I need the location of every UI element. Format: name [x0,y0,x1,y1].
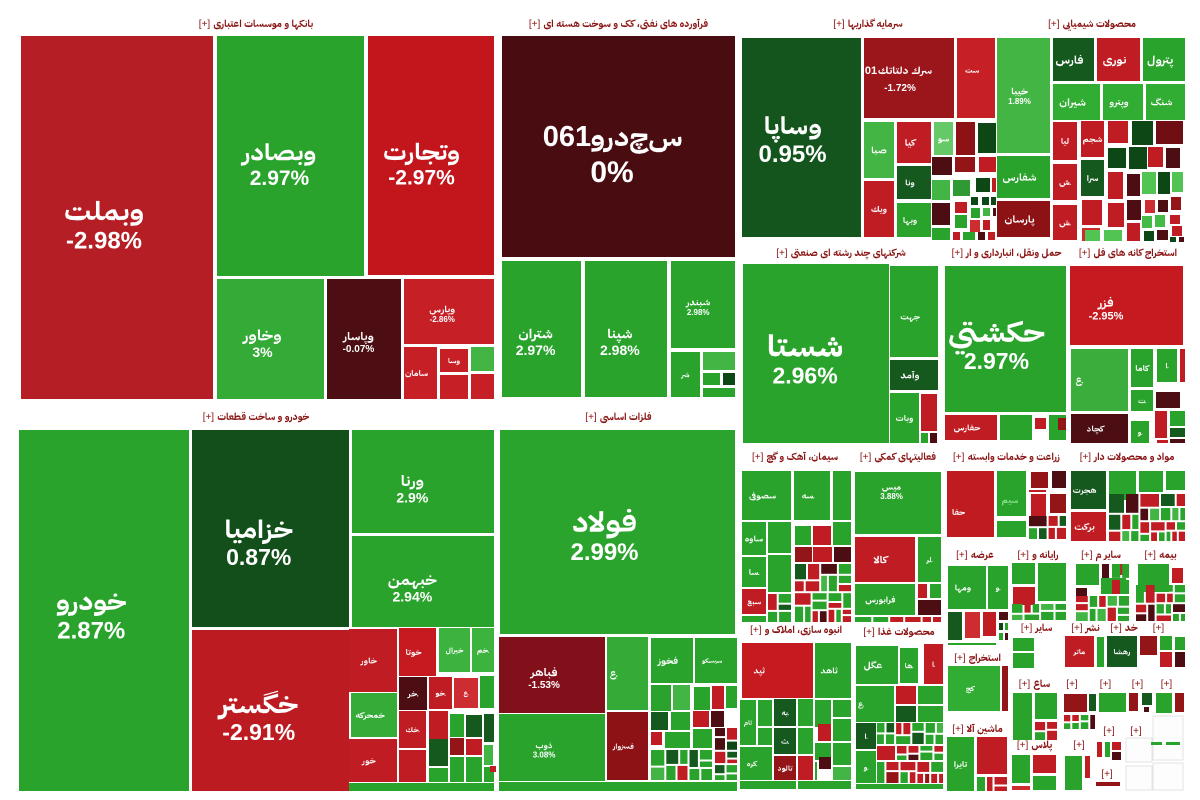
svg-text:[+]: [+] [1019,679,1031,690]
svg-text:[+]: [+] [1132,679,1144,690]
svg-text:[+]: [+] [1101,769,1113,780]
svg-text:[+]: [+] [952,248,964,259]
svg-text:[+]: [+] [1079,248,1091,259]
svg-text:[+]: [+] [860,452,872,463]
svg-text:3.88%: 3.88% [880,492,903,501]
svg-text:[+]: [+] [1048,19,1060,30]
svg-text:2.97%: 2.97% [250,167,310,190]
svg-text:-0.07%: -0.07% [343,344,375,355]
svg-text:[+]: [+] [1161,679,1173,690]
svg-text:2.98%: 2.98% [600,342,640,358]
svg-text:[+]: [+] [1130,726,1142,737]
svg-text:[+]: [+] [752,452,764,463]
svg-text:2.94%: 2.94% [392,589,432,605]
svg-text:[+]: [+] [1110,623,1122,634]
svg-text:-2.86%: -2.86% [430,315,455,324]
svg-text:0.87%: 0.87% [226,544,291,570]
svg-text:3%: 3% [252,344,273,360]
svg-text:[+]: [+] [1103,726,1115,737]
svg-text:[+]: [+] [863,627,875,638]
svg-text:[+]: [+] [1071,623,1083,634]
svg-text:-2.95%: -2.95% [1089,311,1124,323]
svg-text:[+]: [+] [1066,679,1078,690]
svg-text:01: 01 [865,65,877,77]
svg-text:[+]: [+] [1100,679,1112,690]
svg-text:-1.53%: -1.53% [528,680,560,691]
svg-text:[+]: [+] [1081,550,1093,561]
svg-text:[+]: [+] [1153,623,1165,634]
svg-text:2.97%: 2.97% [516,342,556,358]
svg-text:-2.97%: -2.97% [388,167,455,190]
svg-text:[+]: [+] [1145,550,1157,561]
svg-text:3.08%: 3.08% [533,751,556,760]
svg-text:[+]: [+] [1017,740,1029,751]
svg-text:2.97%: 2.97% [964,348,1029,374]
svg-text:-2.91%: -2.91% [222,719,295,745]
svg-text:0.95%: 0.95% [759,141,827,168]
svg-text:[+]: [+] [833,19,845,30]
svg-text:[+]: [+] [954,653,966,664]
svg-text:-1.72%: -1.72% [884,83,916,94]
svg-text:[+]: [+] [199,19,211,30]
svg-text:[+]: [+] [952,724,964,735]
svg-text:2.99%: 2.99% [570,539,638,566]
svg-text:[+]: [+] [1073,740,1085,751]
svg-text:061: 061 [543,121,591,153]
svg-text:-2.98%: -2.98% [66,227,142,254]
svg-text:[+]: [+] [1021,623,1033,634]
svg-text:0%: 0% [590,156,633,189]
svg-text:[+]: [+] [1080,452,1092,463]
svg-text:[+]: [+] [956,550,968,561]
svg-text:2.96%: 2.96% [772,363,837,389]
svg-text:[+]: [+] [585,412,597,423]
svg-text:[+]: [+] [203,412,215,423]
svg-text:1.89%: 1.89% [1008,97,1031,106]
svg-text:[+]: [+] [1018,550,1030,561]
svg-text:[+]: [+] [953,452,965,463]
svg-text:[+]: [+] [776,248,788,259]
svg-text:2.9%: 2.9% [396,490,428,506]
svg-text:2.87%: 2.87% [57,617,125,644]
svg-text:2.98%: 2.98% [687,308,710,317]
svg-text:[+]: [+] [750,625,762,636]
svg-text:[+]: [+] [529,19,541,30]
